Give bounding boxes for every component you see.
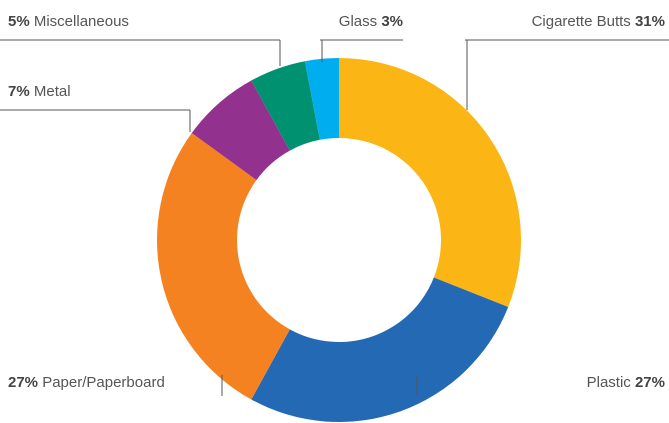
- category-name: Miscellaneous: [34, 13, 129, 30]
- category-name: Paper/Paperboard: [42, 374, 165, 391]
- slice: [304, 58, 339, 140]
- slice: [157, 133, 290, 400]
- value-label: 5%: [8, 13, 30, 30]
- category-name: Plastic: [587, 374, 632, 391]
- value-label: 3%: [381, 13, 403, 30]
- slice-label: Cigarette Butts 31%: [532, 13, 665, 30]
- slice-label: Plastic 27%: [587, 374, 665, 391]
- slice: [191, 80, 290, 181]
- slice-label: 5% Miscellaneous: [8, 13, 129, 30]
- slice-label: 7% Metal: [8, 83, 71, 100]
- category-name: Metal: [34, 83, 71, 100]
- value-label: 27%: [635, 374, 665, 391]
- category-name: Cigarette Butts: [532, 13, 631, 30]
- slice: [339, 58, 521, 307]
- slice: [251, 277, 509, 423]
- slice: [251, 61, 320, 151]
- slice-label: 27% Paper/Paperboard: [8, 374, 165, 391]
- value-label: 7%: [8, 83, 30, 100]
- value-label: 31%: [635, 13, 665, 30]
- value-label: 27%: [8, 374, 38, 391]
- category-name: Glass: [339, 13, 377, 30]
- slice-label: Glass 3%: [339, 13, 403, 30]
